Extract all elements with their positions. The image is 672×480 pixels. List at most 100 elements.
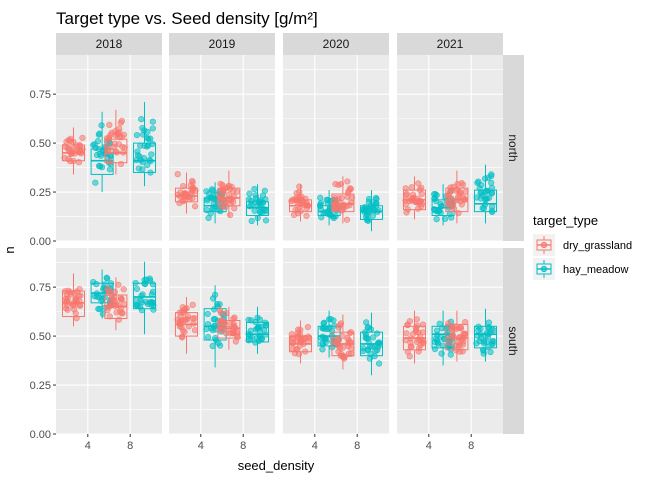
box-north-2020-4-dry_grassland: [288, 183, 312, 222]
data-point: [139, 166, 146, 173]
data-point: [92, 179, 99, 186]
data-point: [403, 209, 410, 216]
data-point: [111, 140, 118, 147]
x-tick-label: 4: [426, 440, 432, 452]
box-north-2021-4-dry_grassland: [402, 176, 426, 220]
data-point: [304, 323, 311, 331]
data-point: [149, 125, 156, 132]
chart-title: Target type vs. Seed density [g/m²]: [56, 9, 318, 28]
data-point: [245, 316, 252, 323]
data-point: [455, 339, 462, 346]
x-tick-label: 4: [312, 440, 318, 452]
legend-key-point: [540, 265, 548, 273]
data-point: [330, 317, 337, 324]
data-point: [231, 205, 238, 212]
data-point: [485, 174, 492, 181]
data-point: [209, 342, 216, 350]
data-point: [189, 177, 196, 185]
data-point: [437, 209, 444, 216]
data-point: [413, 328, 420, 336]
data-point: [231, 314, 238, 321]
y-axis-title: n: [2, 246, 17, 253]
box-iqr: [90, 148, 114, 175]
box-iqr: [217, 187, 241, 207]
data-point: [457, 324, 464, 331]
box-south-2019-8-dry_grassland: [216, 306, 241, 350]
data-point: [485, 187, 492, 195]
facet-strip-label: 2018: [96, 37, 123, 51]
data-point: [364, 324, 372, 331]
data-point: [138, 116, 145, 123]
data-point: [218, 316, 225, 324]
y-tick-label: 0.25: [30, 187, 51, 199]
data-point: [477, 335, 485, 342]
data-point: [141, 142, 148, 150]
data-point: [217, 180, 224, 187]
data-point: [332, 180, 339, 188]
box-iqr: [133, 282, 157, 310]
x-tick-label: 8: [354, 440, 360, 452]
data-point: [343, 216, 351, 223]
data-point: [204, 334, 212, 341]
data-point: [317, 194, 324, 201]
data-point: [479, 192, 486, 199]
data-point: [98, 164, 106, 171]
facet-strip-2018: 2018: [56, 33, 162, 55]
x-tick-label: 8: [127, 440, 133, 452]
data-point: [456, 191, 463, 198]
data-point: [341, 355, 348, 362]
box-iqr: [360, 205, 384, 220]
facet-strip-label: 2019: [209, 37, 236, 51]
data-point: [117, 160, 125, 168]
data-point: [174, 171, 181, 178]
data-point: [248, 217, 255, 225]
facet-strip-2020: 2020: [283, 33, 389, 55]
box-north-2019-8-dry_grassland: [216, 170, 241, 219]
box-south-2019-4-dry_grassland: [174, 296, 199, 354]
data-point: [111, 294, 118, 301]
data-point: [262, 217, 270, 224]
data-point: [319, 346, 326, 353]
data-point: [115, 281, 122, 288]
data-point: [105, 287, 112, 294]
data-point: [458, 201, 465, 208]
data-point: [375, 360, 383, 367]
data-point: [179, 327, 187, 334]
data-point: [255, 323, 262, 330]
box-south-2021-4-dry_grassland: [402, 310, 427, 364]
data-point: [203, 188, 210, 195]
data-point: [431, 346, 439, 353]
data-point: [106, 166, 114, 173]
data-point: [113, 309, 120, 316]
data-point: [461, 330, 468, 337]
box-north-2019-8-hay_meadow: [245, 184, 270, 226]
data-point: [293, 194, 300, 201]
data-point: [215, 339, 222, 347]
legend-label: dry_grassland: [563, 240, 632, 252]
box-south-2018-8-dry_grassland: [104, 277, 128, 331]
data-point: [189, 301, 196, 308]
data-point: [220, 322, 227, 329]
facet-row-strip-label: south: [506, 326, 520, 355]
data-point: [211, 306, 218, 313]
box-south-2021-8-dry_grassland: [445, 310, 469, 362]
legend-entry-dry_grassland: dry_grassland: [533, 234, 632, 256]
box-north-2018-8-hay_meadow: [133, 101, 157, 187]
data-point: [462, 318, 469, 326]
data-point: [434, 339, 441, 346]
data-point: [406, 353, 413, 360]
data-point: [450, 202, 457, 209]
y-tick-label: 0.25: [30, 380, 51, 392]
data-point: [407, 343, 414, 350]
legend: target_type dry_grassland hay_meadow: [533, 213, 632, 280]
box-south-2021-8-hay_meadow: [473, 308, 498, 362]
data-point: [104, 275, 111, 282]
box-south-2020-8-dry_grassland: [330, 314, 355, 370]
legend-key-point: [540, 241, 548, 249]
data-point: [485, 323, 493, 331]
data-point: [409, 191, 417, 198]
data-point: [364, 217, 371, 224]
x-tick-label: 8: [240, 440, 246, 452]
data-point: [360, 345, 367, 352]
